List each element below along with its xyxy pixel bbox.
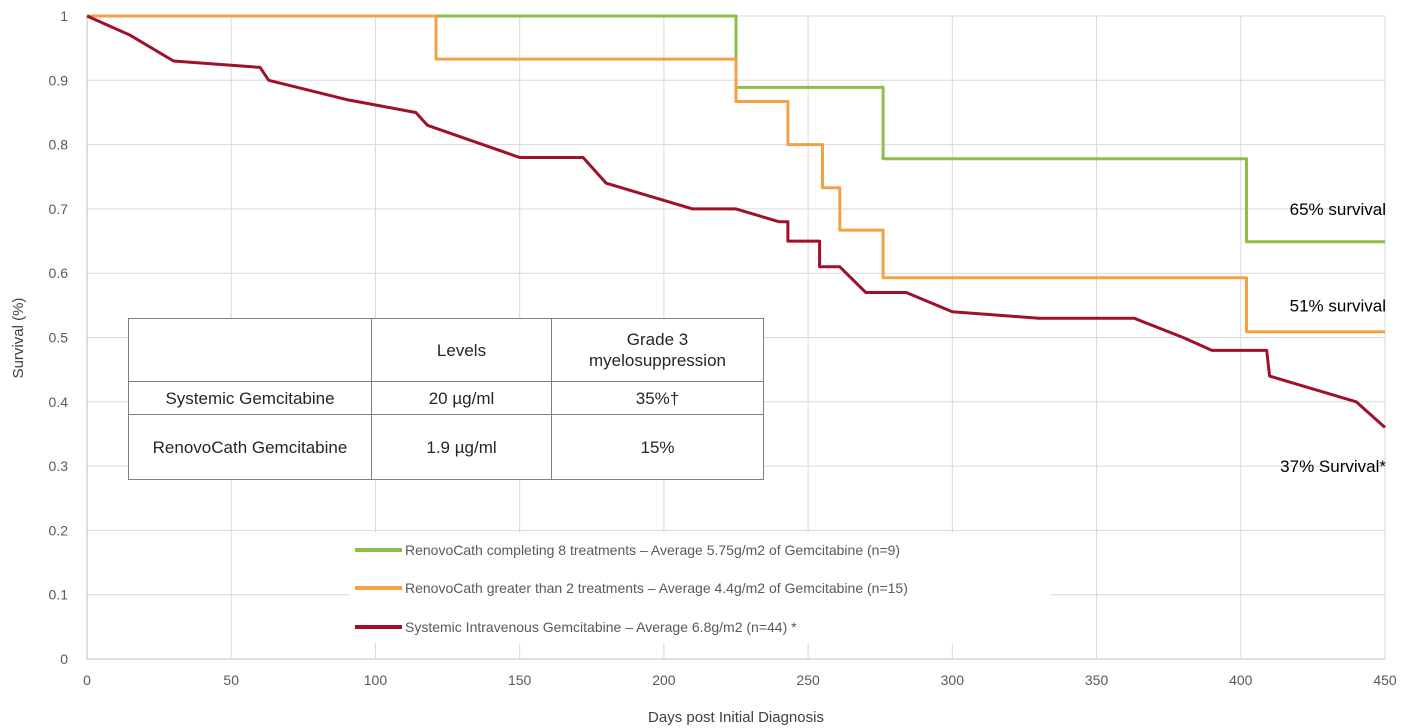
y-tick-label: 0.4: [49, 394, 69, 410]
table-header-levels: Levels: [371, 318, 552, 382]
table-cell-levels: 1.9 µg/ml: [371, 414, 552, 480]
x-axis-title: Days post Initial Diagnosis: [648, 709, 824, 726]
gemcitabine-comparison-table: Levels Grade 3 myelosuppression Systemic…: [128, 318, 764, 480]
y-tick-label: 0.1: [49, 587, 69, 603]
y-tick-label: 0.5: [49, 330, 69, 346]
table-cell-treatment: RenovoCath Gemcitabine: [128, 414, 372, 480]
x-tick-label: 200: [652, 672, 676, 688]
table-row: Systemic Gemcitabine 20 µg/ml 35%†: [128, 381, 764, 415]
table-header-myelosuppression: Grade 3 myelosuppression: [551, 318, 764, 382]
x-tick-label: 50: [223, 672, 239, 688]
x-tick-label: 350: [1085, 672, 1109, 688]
y-tick-label: 0.7: [49, 201, 69, 217]
legend-background: [350, 533, 1050, 643]
series-line-3: [86, 14, 1386, 429]
legend: RenovoCath completing 8 treatments – Ave…: [350, 533, 1050, 643]
x-tick-label: 150: [508, 672, 532, 688]
table-cell-myelosuppression: 15%: [551, 414, 764, 480]
table-row: RenovoCath Gemcitabine 1.9 µg/ml 15%: [128, 414, 764, 480]
legend-label: Systemic Intravenous Gemcitabine – Avera…: [405, 619, 797, 635]
survival-annotation: 65% survival: [1290, 200, 1386, 219]
y-tick-label: 0.6: [49, 265, 69, 281]
x-tick-label: 450: [1373, 672, 1397, 688]
y-tick-label: 0.2: [49, 522, 69, 538]
table-cell-treatment: Systemic Gemcitabine: [128, 381, 372, 415]
survival-annotation: 51% survival: [1290, 296, 1386, 315]
y-tick-label: 1: [60, 8, 68, 24]
x-tick-label: 250: [796, 672, 820, 688]
table-cell-levels: 20 µg/ml: [371, 381, 552, 415]
legend-label: RenovoCath completing 8 treatments – Ave…: [405, 542, 900, 558]
x-tick-label: 0: [83, 672, 91, 688]
tick-labels: 0 50 100 150 200 250 300 350 400 450 0 0.1 0.2 0.3 0.4…: [49, 8, 1397, 688]
table-header-row: Levels Grade 3 myelosuppression: [128, 318, 764, 382]
series-lines: [86, 14, 1386, 429]
x-tick-label: 100: [364, 672, 388, 688]
series-line-2: [87, 14, 1385, 334]
legend-label: RenovoCath greater than 2 treatments – A…: [405, 580, 908, 596]
series-line-1: [87, 14, 1385, 244]
y-axis-title: Survival (%): [10, 298, 27, 379]
y-tick-label: 0: [60, 651, 68, 667]
survival-annotation: 37% Survival*: [1280, 457, 1386, 476]
table-header-cell: [128, 318, 372, 382]
table-cell-myelosuppression: 35%†: [551, 381, 764, 415]
annotations: 65% survival 51% survival 37% Survival*: [1280, 200, 1386, 476]
y-tick-label: 0.3: [49, 458, 69, 474]
y-tick-label: 0.9: [49, 72, 69, 88]
x-tick-label: 300: [941, 672, 965, 688]
x-tick-label: 400: [1229, 672, 1253, 688]
y-tick-label: 0.8: [49, 137, 69, 153]
